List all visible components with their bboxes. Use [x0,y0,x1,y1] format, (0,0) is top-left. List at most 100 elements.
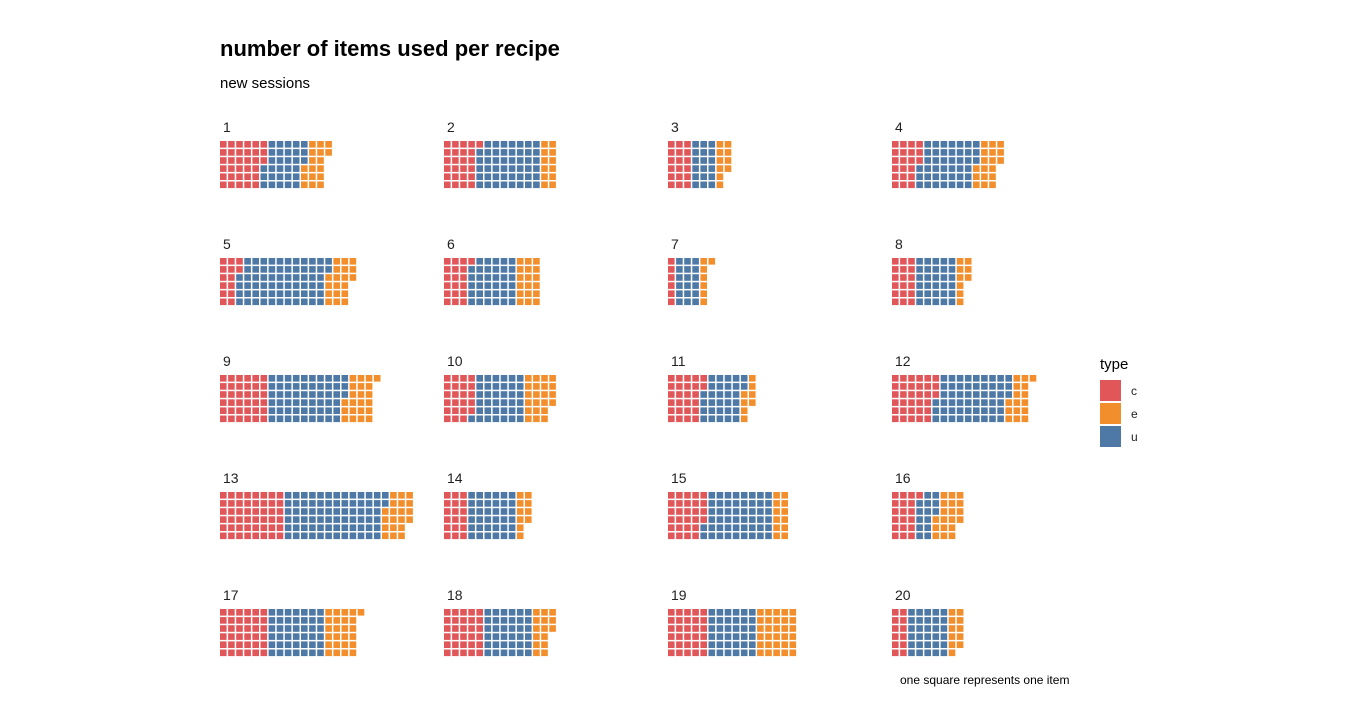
waffle-square-u [341,383,349,390]
waffle-square-c [668,415,675,423]
waffle-square-c [236,516,243,523]
waffle-square-c [924,407,931,414]
waffle-square-c [900,274,907,281]
waffle-square-u [317,290,324,297]
waffle-square-c [676,524,683,531]
waffle-square-c [244,617,251,624]
waffle-square-u [684,258,691,265]
waffle-square-c [692,391,699,398]
waffle-square-e [317,181,324,189]
waffle-square-u [284,617,292,624]
waffle-square-u [989,375,996,382]
waffle-square-u [948,165,956,172]
waffle-square-u [292,524,300,531]
waffle-square-e [549,173,556,180]
waffle-square-e [390,516,397,523]
waffle-square-u [301,149,308,156]
waffle-square-u [940,274,948,281]
waffle-square-u [500,383,508,390]
waffle-square-u [932,290,940,297]
waffle-square-u [708,165,716,172]
waffle-square-u [716,508,724,515]
waffle-square-e [390,500,397,507]
waffle-square-e [740,415,748,423]
waffle-square-c [676,625,683,632]
waffle-square-u [476,375,483,382]
waffle-square-u [268,617,276,624]
waffle-square-c [900,375,907,382]
waffle-square-c [244,181,251,189]
waffle-square-c [900,173,907,180]
waffle-square-u [268,157,276,164]
waffle-square-e [956,282,964,289]
waffle-square-c [244,375,251,382]
waffle-square-u [749,516,756,523]
waffle-square-c [228,165,235,172]
waffle-square-u [908,617,915,624]
waffle-square-c [452,532,459,540]
waffle-square-u [292,149,300,156]
waffle-square-c [700,609,707,616]
waffle-square-e [981,173,988,180]
waffle-square-u [692,141,699,148]
waffle-square-u [516,617,524,624]
waffle-square-u [500,415,508,423]
waffle-square-c [900,383,907,390]
waffle-square-c [444,399,451,406]
waffle-square-u [284,391,292,398]
waffle-square-c [252,415,259,423]
waffle-square-c [260,532,268,540]
waffle-square-u [292,500,300,507]
waffle-square-u [932,274,940,281]
waffle-square-u [932,157,940,164]
waffle-square-u [724,375,732,382]
waffle-square-u [732,508,740,515]
waffle-square-e [533,298,540,306]
waffle-square-u [476,266,483,273]
waffle-square-e [749,375,756,382]
waffle-square-u [924,282,931,289]
waffle-square-u [309,508,316,515]
waffle-square-c [220,492,227,499]
waffle-square-c [244,399,251,406]
waffle-square-u [500,149,508,156]
waffle-square-e [700,282,707,289]
waffle-square-c [452,609,459,616]
waffle-square-e [341,633,349,640]
waffle-square-u [525,625,532,632]
waffle-square-u [708,508,716,515]
waffle-square-u [292,516,300,523]
waffle-square-c [228,149,235,156]
waffle-square-u [924,173,931,180]
waffle-square-u [317,492,324,499]
waffle-square-c [468,399,475,406]
waffle-square-c [252,508,259,515]
waffle-square-e [341,649,349,657]
waffle-square-u [508,407,516,414]
waffle-square-u [268,641,276,648]
waffle-square-u [692,165,699,172]
waffle-square-e [349,391,357,398]
waffle-square-c [468,609,475,616]
waffle-square-c [444,149,451,156]
waffle-square-u [749,609,756,616]
waffle-square-u [349,492,357,499]
waffle-square-c [228,641,235,648]
waffle-square-u [236,274,243,281]
waffle-square-u [268,290,276,297]
waffle-square-e [541,149,548,156]
waffle-square-e [541,609,548,616]
waffle-square-u [357,516,365,523]
waffle-square-u [492,149,500,156]
waffle-square-e [789,649,797,657]
waffle-square-c [260,149,268,156]
waffle-square-u [508,282,516,289]
waffle-square-u [276,625,284,632]
waffle-square-c [220,609,227,616]
waffle-square-e [516,508,524,515]
waffle-square-u [500,391,508,398]
waffle-square-c [252,157,259,164]
waffle-square-u [301,258,308,265]
waffle-square-c [460,375,467,382]
waffle-square-u [508,399,516,406]
